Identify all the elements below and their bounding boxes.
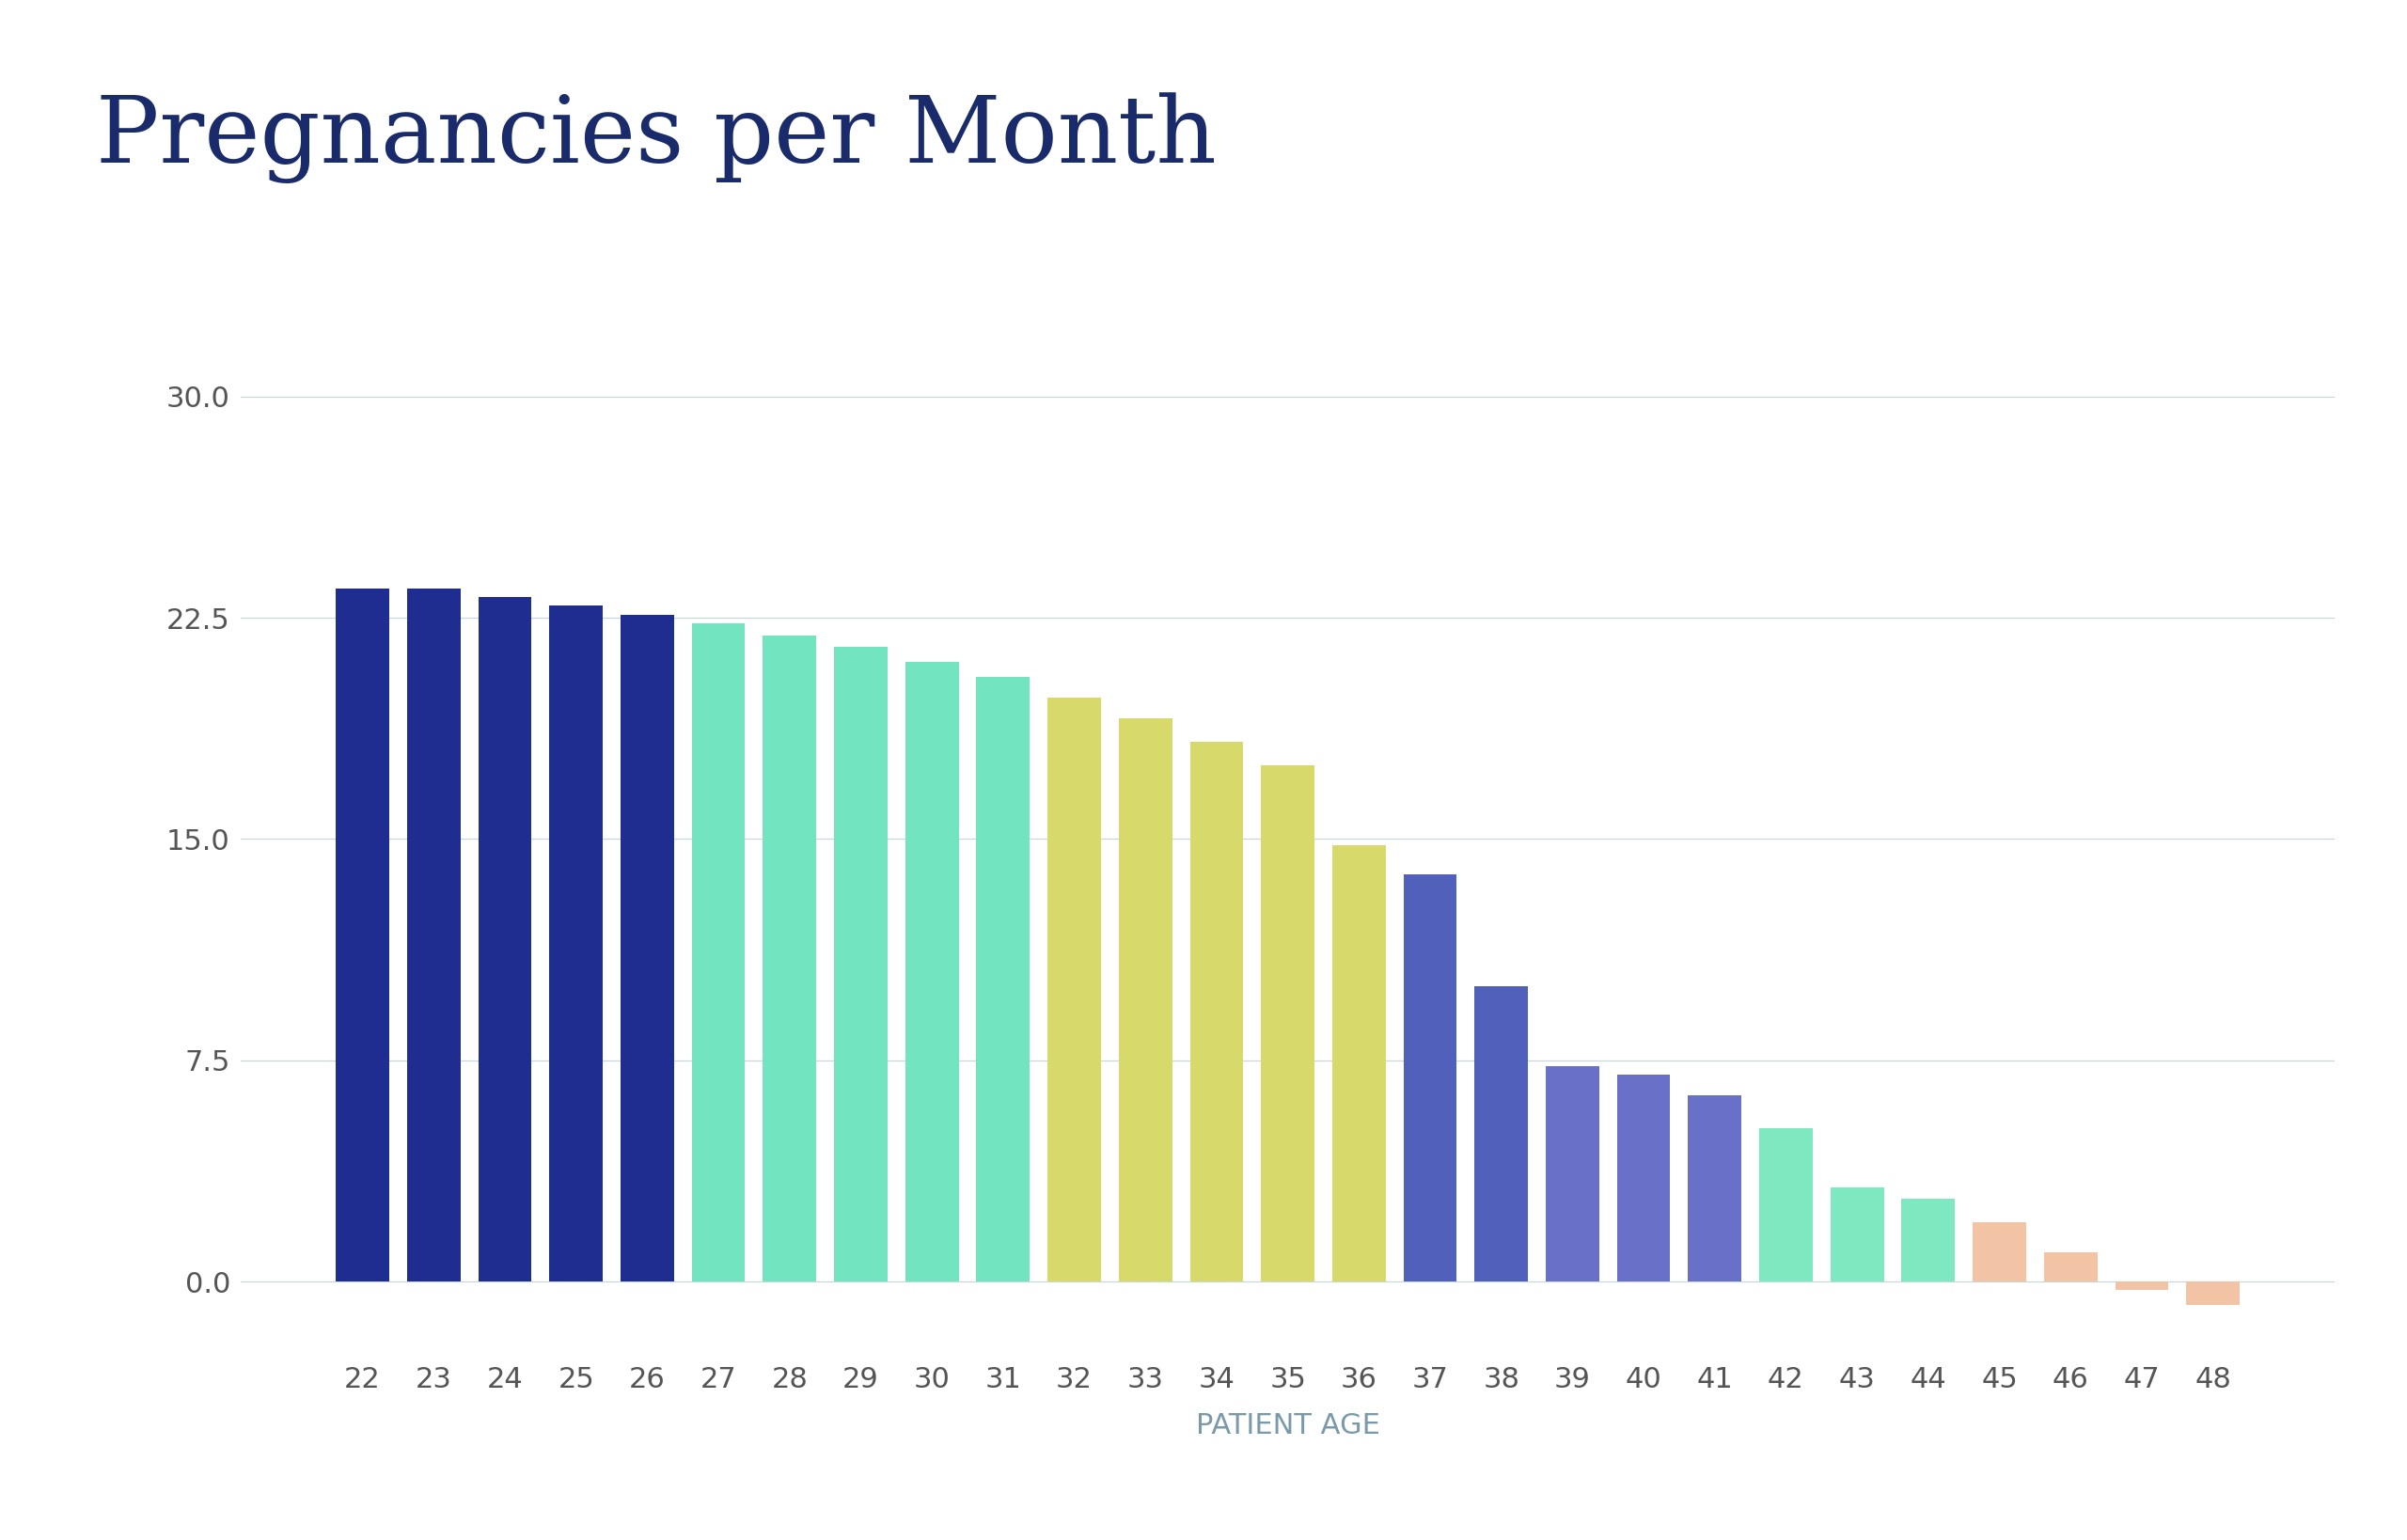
Bar — [1189, 742, 1244, 1281]
Bar — [1047, 698, 1100, 1281]
Bar — [763, 636, 816, 1281]
Text: PER MONTH CHANCE OF CONCEPTION (%): PER MONTH CHANCE OF CONCEPTION (%) — [106, 602, 123, 1061]
Bar — [2116, 1281, 2169, 1291]
Bar — [621, 614, 674, 1281]
Bar — [1902, 1198, 1954, 1281]
Bar — [549, 605, 602, 1281]
Bar — [1829, 1187, 1885, 1281]
Bar — [691, 624, 746, 1281]
Bar — [2044, 1252, 2096, 1281]
Bar — [407, 588, 460, 1281]
Bar — [977, 676, 1030, 1281]
Bar — [1974, 1223, 2027, 1281]
Bar — [1331, 845, 1386, 1281]
Bar — [835, 647, 888, 1281]
Bar — [1475, 987, 1528, 1281]
Text: Pregnancies per Month: Pregnancies per Month — [96, 92, 1218, 183]
Bar — [1687, 1095, 1740, 1281]
Bar — [1760, 1129, 1812, 1281]
Bar — [2186, 1281, 2239, 1304]
X-axis label: PATIENT AGE: PATIENT AGE — [1196, 1412, 1379, 1440]
Bar — [1618, 1075, 1670, 1281]
Bar — [1403, 875, 1456, 1281]
Bar — [479, 598, 532, 1281]
Bar — [905, 662, 958, 1281]
Bar — [337, 588, 390, 1281]
Bar — [1119, 718, 1172, 1281]
Bar — [1545, 1066, 1598, 1281]
Bar — [1261, 765, 1314, 1281]
